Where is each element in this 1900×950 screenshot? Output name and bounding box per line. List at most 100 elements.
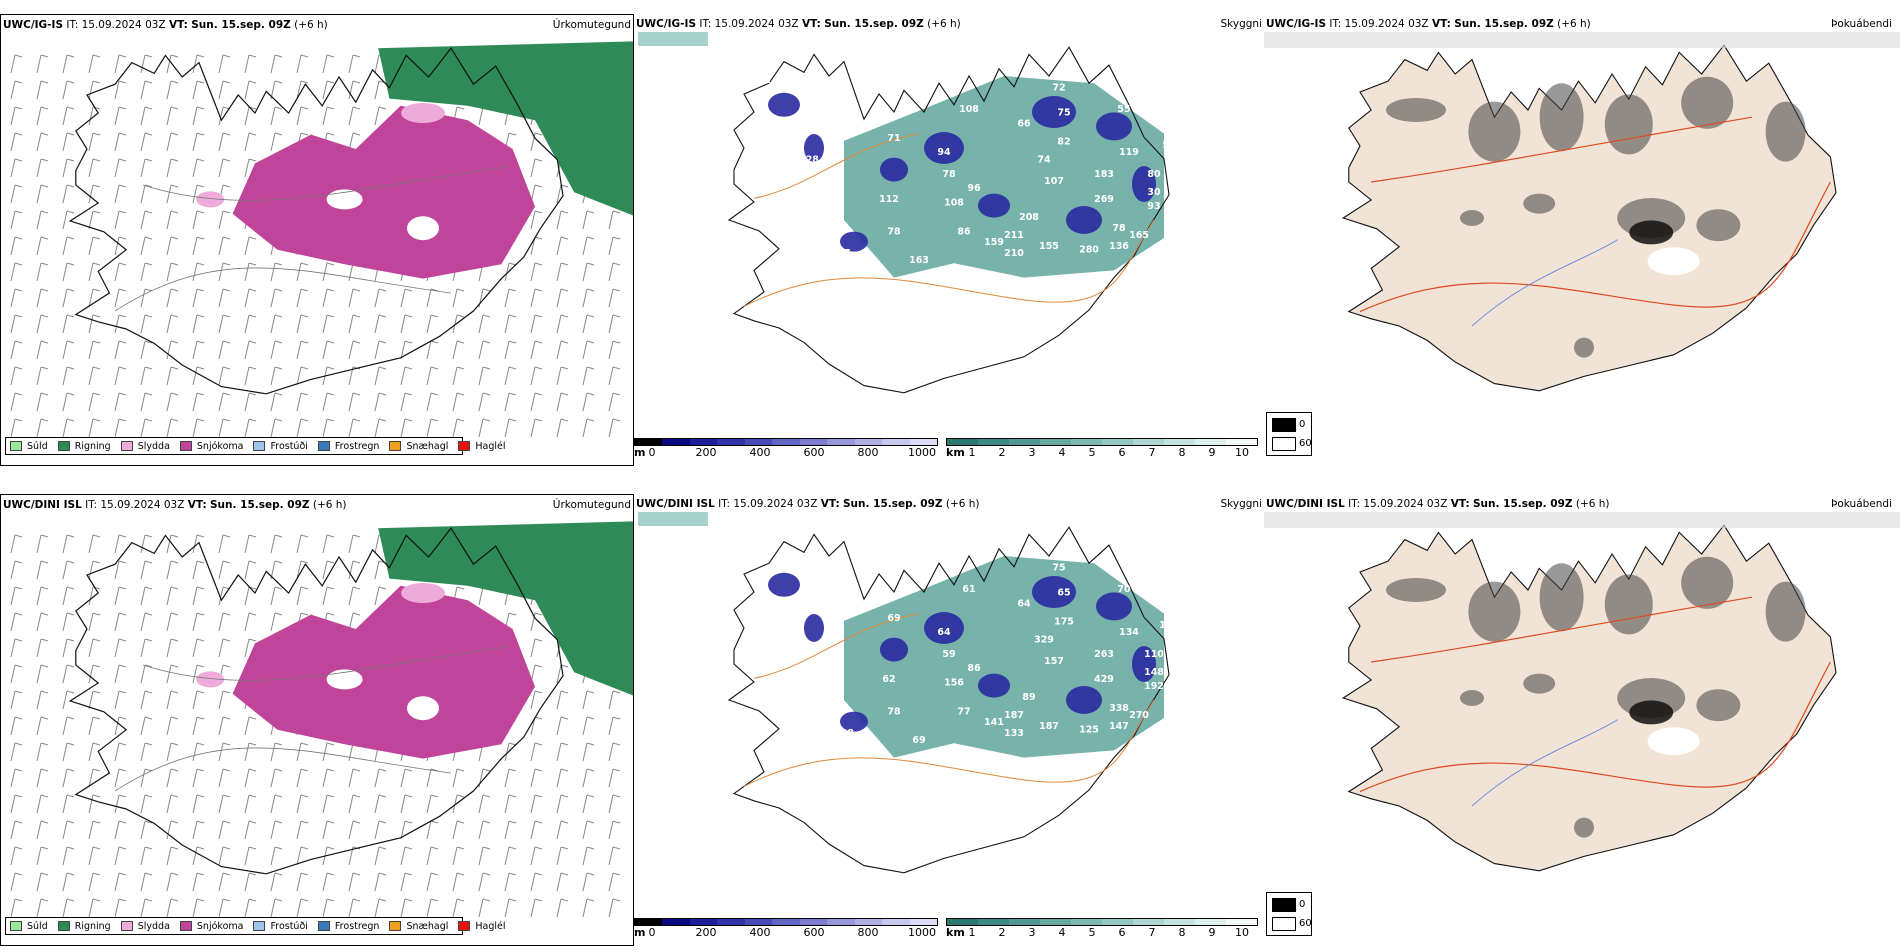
wind-barb [400,392,413,412]
visibility-value-label: 72 [1052,82,1065,93]
wind-barb [10,560,23,580]
road [1359,181,1831,313]
wind-barb [62,560,75,580]
legend-item-frostúði: Frostúði [253,921,308,932]
colorbar-strip [634,918,938,926]
wind-barb [166,288,179,308]
wind-barb [62,586,75,606]
visibility-value-label: 78 [1112,223,1126,234]
visibility-value-label: 57 [792,82,805,93]
wind-barb [166,612,179,632]
wind-barb [192,586,205,606]
wind-barb [166,262,179,282]
visibility-value-label: 82 [1057,136,1070,147]
colorbar-ticks: m 0 200 400 600 800 1000 [634,446,938,460]
wind-barb [88,288,101,308]
fog-area [1765,101,1806,162]
colorbar-ticks: km 1 2 3 4 5 6 7 8 9 10 [946,926,1258,940]
wind-barb [36,158,49,178]
wind-barb [530,820,543,840]
wind-barb [530,158,543,178]
sleet-area [196,191,225,208]
cloud-base-area [1096,592,1132,621]
visibility-value-label: 78 [942,169,956,180]
fog-area [1468,581,1521,642]
precip-type-panel-row1: UWC/IG-IS IT: 15.09.2024 03Z VT: Sun. 15… [0,14,634,466]
fog-legend: 0 60 [1266,412,1312,456]
wind-barb [140,132,153,152]
legend-swatch [120,921,133,931]
wind-barb [582,716,595,736]
wind-barb [114,288,127,308]
visibility-value-label: 159 [984,237,1004,248]
fog-area [1681,76,1734,129]
fog-panel-row2: UWC/DINI ISL IT: 15.09.2024 03Z VT: Sun.… [1264,494,1900,946]
fog-area [1460,690,1484,706]
precip-legend: Súld Rigning Slydda Snjókoma Frostúði Frostre… [5,917,506,935]
iceland-coastline [727,46,1170,394]
visibility-value-label: 70 [1117,584,1131,595]
wind-barb [426,340,439,360]
wind-barb [88,158,101,178]
colorbar-bin [772,439,800,445]
wind-barb [270,586,283,606]
no-precip-gap [407,216,439,241]
wind-barb [374,314,387,334]
wind-barb [62,794,75,814]
road [753,613,920,679]
colorbar-bin [1164,919,1195,925]
wind-barb [582,340,595,360]
panel-title: Úrkomutegund [552,19,631,31]
wind-barb [400,872,413,892]
wind-barb [62,392,75,412]
wind-barb [192,366,205,386]
colorbar-tick-label: 6 [1118,926,1126,939]
wind-barb [400,898,413,918]
wind-barb [244,768,257,788]
wind-barb [166,132,179,152]
wind-barb [140,664,153,684]
wind-barb [88,236,101,256]
wind-barb [244,612,257,632]
legend-item-súld: Súld [10,921,48,932]
legend-label: Haglél [475,440,506,452]
wind-barb [556,898,569,918]
wind-barb [530,184,543,204]
colorbar-bin [1195,919,1226,925]
fog-legend-light-label: 60 [1299,438,1312,449]
wind-barb [140,534,153,554]
colorbar-unit: m [634,926,646,939]
visibility-value-label: 270 [1129,710,1149,721]
visibility-value-label: 156 [944,678,964,689]
wind-barb [452,314,465,334]
panel-title: Skyggni [1220,18,1263,30]
fog-area [1386,578,1446,602]
wind-barb [244,288,257,308]
wind-barb [556,340,569,360]
visibility-value-label: 157 [1044,656,1064,667]
wind-barb [218,158,231,178]
visibility-value-label: 64 [827,219,841,230]
wind-barb [36,80,49,100]
wind-barb [244,340,257,360]
wind-barb [88,80,101,100]
legend-swatch [57,441,70,451]
legend-swatch [389,921,402,931]
legend-swatch [317,441,330,451]
visibility-value-label: 329 [1034,634,1054,645]
wind-barb [322,314,335,334]
wind-barb [244,820,257,840]
wind-barb [348,560,361,580]
visibility-value-label: 77 [957,706,970,717]
wind-barb [62,534,75,554]
fog-area [1523,673,1556,694]
visibility-value-label: 78 [887,226,901,237]
wind-barb [582,794,595,814]
wind-barb [608,314,621,334]
colorbar-bin [882,439,910,445]
wind-barb [166,846,179,866]
legend-label: Snjókoma [196,920,244,932]
legend-swatch [10,921,22,931]
colorbar-unit: km [946,446,965,459]
